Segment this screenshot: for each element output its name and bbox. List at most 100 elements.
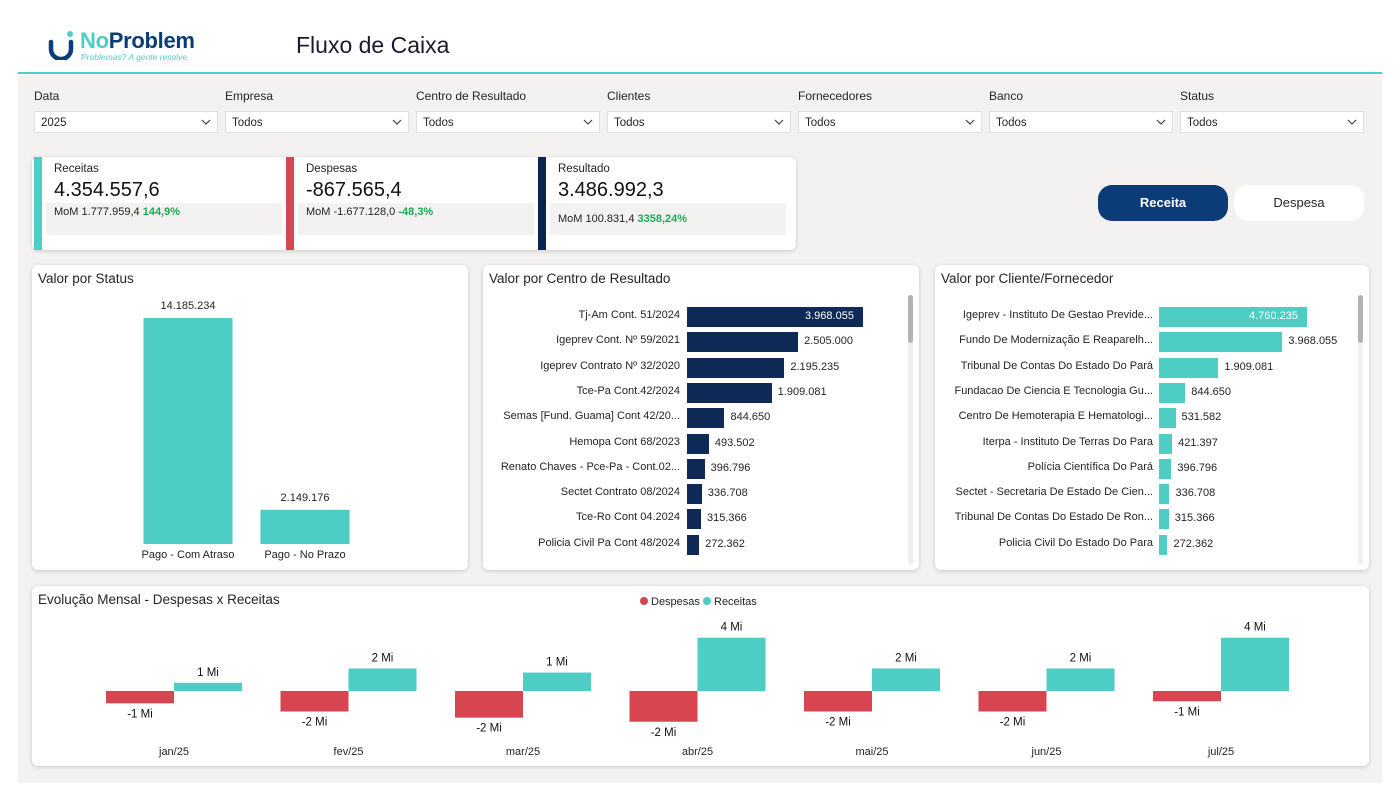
despesas-bar[interactable] <box>1153 691 1221 702</box>
bar-row[interactable]: Fundo De Modernização E Reaparelh... 3.96… <box>935 332 1369 353</box>
filter-dropdown[interactable]: Todos <box>416 111 600 133</box>
month-label: jun/25 <box>1031 746 1062 758</box>
filter-data: Data 2025 <box>34 89 218 133</box>
legend-label[interactable]: Receitas <box>714 596 757 608</box>
bar[interactable] <box>687 307 863 327</box>
bar-row[interactable]: Tce-Pa Cont.42/2024 1.909.081 <box>483 382 919 403</box>
scroll-thumb[interactable] <box>908 295 913 343</box>
bar-row[interactable]: Igeprev Contrato Nº 32/2020 2.195.235 <box>483 357 919 378</box>
bar[interactable] <box>687 332 799 353</box>
header: NoProblem Problemas? A gente resolve. Fl… <box>18 0 1382 74</box>
despesa-button[interactable]: Despesa <box>1234 185 1364 221</box>
filter-label: Centro de Resultado <box>416 89 527 103</box>
scroll-thumb[interactable] <box>1358 295 1363 343</box>
monthly-value-label: -2 Mi <box>1000 717 1026 729</box>
despesas-bar[interactable] <box>106 691 174 704</box>
filter-label: Clientes <box>607 89 651 103</box>
bar-row[interactable]: Semas [Fund. Guama] Cont 42/20... 844.650 <box>483 408 919 429</box>
bar[interactable] <box>1159 484 1170 505</box>
centro-scrollbar[interactable] <box>908 295 913 565</box>
monthly-value-label: 1 Mi <box>546 657 568 669</box>
bar-row[interactable]: Sectet - Secretaria De Estado De Cien...… <box>935 484 1369 505</box>
despesas-bar[interactable] <box>280 691 349 712</box>
filter-value: Todos <box>423 117 454 129</box>
bar-row[interactable]: Renato Chaves - Pce-Pa - Cont.02... 396.7… <box>483 458 919 479</box>
filter-dropdown[interactable]: Todos <box>607 111 791 133</box>
status-bar[interactable] <box>260 509 350 544</box>
month-label: abr/25 <box>682 746 713 758</box>
status-category-label: Pago - Com Atraso <box>142 549 235 561</box>
despesas-bar[interactable] <box>629 691 698 722</box>
bar-row[interactable]: Policia Civil Pa Cont 48/2024 272.362 <box>483 534 919 555</box>
bar[interactable] <box>1159 357 1219 378</box>
filter-dropdown[interactable]: Todos <box>1180 111 1364 133</box>
cliente-scrollbar[interactable] <box>1358 295 1363 565</box>
bar-category-label: Tj-Am Cont. 51/2024 <box>578 309 681 321</box>
bar-row[interactable]: Fundacao De Ciencia E Tecnologia Gu... 84… <box>935 382 1369 403</box>
bar[interactable] <box>687 458 705 479</box>
logo-name: NoProblem <box>80 28 195 53</box>
filter-dropdown[interactable]: Todos <box>989 111 1173 133</box>
bar-row[interactable]: Tribunal De Contas Do Estado Do Pará 1.90… <box>935 357 1369 378</box>
bar-value-label: 844.650 <box>730 411 771 424</box>
bar[interactable] <box>1159 458 1172 479</box>
kpi-label: Resultado <box>558 163 610 175</box>
filter-dropdown[interactable]: 2025 <box>34 111 218 133</box>
bar-row[interactable]: Igeprev - Instituto De Gestao Previde...… <box>935 307 1369 327</box>
bar-row[interactable]: Polícia Científica Do Pará 396.796 <box>935 458 1369 479</box>
receitas-bar[interactable] <box>348 668 417 691</box>
monthly-value-label: -1 Mi <box>1174 706 1200 718</box>
status-bar[interactable] <box>143 318 233 544</box>
bar-row[interactable]: Tribunal De Contas Do Estado De Ron... 31… <box>935 509 1369 530</box>
month-label: mar/25 <box>506 746 540 758</box>
bar-row[interactable]: Sectet Contrato 08/2024 336.708 <box>483 484 919 505</box>
despesas-bar[interactable] <box>978 691 1047 712</box>
bar-row[interactable]: Iterpa - Instituto De Terras Do Para 421.… <box>935 433 1369 454</box>
bar[interactable] <box>1159 382 1186 403</box>
monthly-value-label: 2 Mi <box>1070 652 1092 664</box>
bar-row[interactable]: Tj-Am Cont. 51/2024 3.968.055 <box>483 307 919 327</box>
month-label: fev/25 <box>334 746 364 758</box>
bar[interactable] <box>1159 307 1307 327</box>
filter-dropdown[interactable]: Todos <box>225 111 409 133</box>
filter-dropdown[interactable]: Todos <box>798 111 982 133</box>
bar[interactable] <box>687 509 701 530</box>
bar[interactable] <box>1159 332 1283 353</box>
bar[interactable] <box>1159 408 1176 429</box>
receitas-bar[interactable] <box>174 682 242 691</box>
legend-marker[interactable] <box>640 597 648 605</box>
bar-row[interactable]: Igeprev Cont. Nº 59/2021 2.505.000 <box>483 332 919 353</box>
bar-category-label: Sectet Contrato 08/2024 <box>560 486 680 499</box>
bar-row[interactable]: Centro De Hemoterapia E Hematologi... 531… <box>935 408 1369 429</box>
bar[interactable] <box>687 484 702 505</box>
despesas-bar[interactable] <box>804 691 872 712</box>
kpi-mom-label: MoM <box>306 206 331 218</box>
bar[interactable] <box>687 534 700 555</box>
bar[interactable] <box>1159 534 1168 555</box>
chevron-down-icon <box>392 119 402 125</box>
receita-button[interactable]: Receita <box>1098 185 1228 221</box>
bar[interactable] <box>687 357 785 378</box>
receitas-bar[interactable] <box>872 668 940 691</box>
bar[interactable] <box>1159 509 1169 530</box>
legend-marker[interactable] <box>703 597 711 605</box>
receitas-bar[interactable] <box>697 637 766 691</box>
bar-value-label: 531.582 <box>1181 411 1222 424</box>
receitas-bar[interactable] <box>1221 637 1289 691</box>
kpi-card-despesas: Despesas -867.565,4 MoM -1.677.128,0 -48,3… <box>286 157 534 250</box>
monthly-value-label: 1 Mi <box>197 667 219 679</box>
chevron-down-icon <box>774 119 784 125</box>
despesas-bar[interactable] <box>455 691 523 718</box>
bar[interactable] <box>687 408 725 429</box>
bar-row[interactable]: Policia Civil Do Estado Do Para 272.362 <box>935 534 1369 555</box>
bar-row[interactable]: Tce-Ro Cont 04.2024 315.366 <box>483 509 919 530</box>
receitas-bar[interactable] <box>1046 668 1115 691</box>
bar[interactable] <box>1159 433 1173 454</box>
receitas-bar[interactable] <box>523 672 591 691</box>
legend-label[interactable]: Despesas <box>651 596 700 608</box>
bar[interactable] <box>687 433 709 454</box>
bar[interactable] <box>687 382 772 403</box>
report-canvas: Data 2025 Empresa Todos Centro de Resultado T… <box>18 75 1382 783</box>
bar-row[interactable]: Hemopa Cont 68/2023 493.502 <box>483 433 919 454</box>
kpi-mom: MoM -1.677.128,0 -48,3% <box>298 203 534 235</box>
